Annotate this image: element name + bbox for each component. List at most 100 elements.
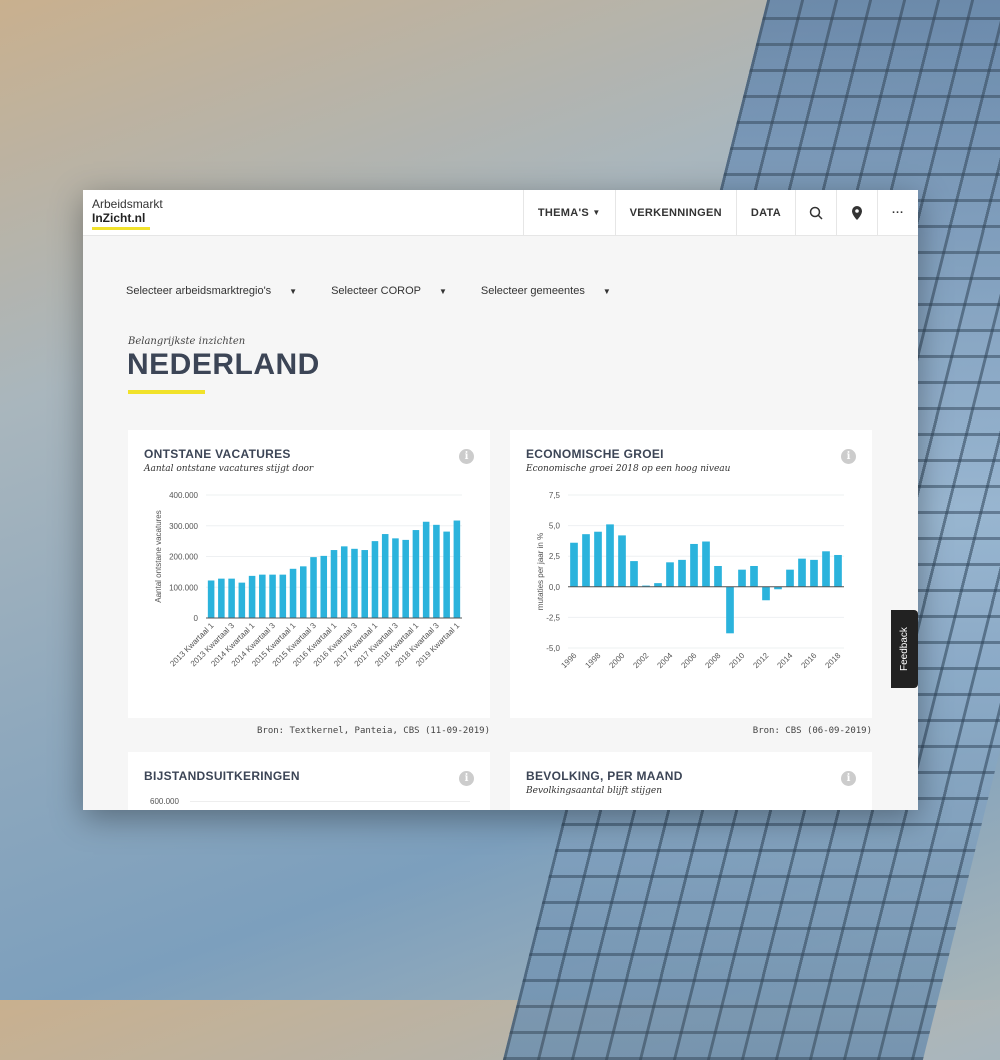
bar — [300, 566, 307, 618]
bar — [570, 542, 578, 587]
y-axis-label: mutaties per jaar in % — [536, 533, 545, 610]
bar — [392, 538, 399, 618]
bar — [402, 539, 409, 618]
bar — [594, 531, 602, 587]
card-source: Bron: CBS (06-09-2019) — [752, 726, 872, 736]
x-tick: 2016 — [799, 651, 818, 670]
x-tick: 2002 — [631, 651, 650, 670]
more-icon[interactable]: ··· — [877, 190, 918, 235]
bar — [834, 554, 842, 587]
nav-themas-label: THEMA'S — [537, 206, 590, 219]
x-tick: 2018 — [823, 651, 842, 670]
y-tick: 0,0 — [549, 583, 561, 592]
bar — [822, 551, 830, 587]
y-tick: 100.000 — [169, 583, 198, 592]
bar — [412, 530, 420, 618]
filter-label: Selecteer gemeentes — [480, 285, 585, 297]
filter-arbeidsmarktregio[interactable]: Selecteer arbeidsmarktregio's ▼ — [126, 285, 297, 297]
logo-line2: InZicht.nl — [92, 211, 146, 225]
caret-down-icon: ▼ — [289, 287, 298, 296]
x-tick: 1998 — [583, 651, 602, 670]
bar — [433, 524, 440, 618]
card-bevolking: BEVOLKING, PER MAAND Bevolkingsaantal bl… — [510, 752, 872, 810]
bar — [453, 520, 461, 618]
bar — [762, 586, 770, 601]
bar — [786, 569, 794, 587]
x-tick: 2008 — [703, 651, 722, 670]
info-icon[interactable]: i — [841, 771, 856, 786]
y-tick: 0 — [194, 614, 199, 623]
y-tick: -2,5 — [546, 613, 560, 622]
y-tick: 5,0 — [549, 522, 561, 531]
bar — [810, 559, 818, 587]
chart-economische-groei: -5,0 -2,5 0,0 2,5 5,0 7,5 mutaties per jaar in… — [536, 491, 844, 670]
search-icon[interactable] — [795, 190, 836, 235]
bar — [340, 546, 348, 618]
y-tick: 300.000 — [169, 522, 198, 531]
card-bijstand: BIJSTANDSUITKERINGEN i 600.000 — [128, 752, 490, 810]
nav-data[interactable]: DATA — [735, 190, 795, 235]
bar — [443, 531, 450, 618]
card-title: BIJSTANDSUITKERINGEN — [144, 769, 300, 783]
bar — [798, 558, 806, 587]
bar — [248, 575, 256, 618]
filter-label: Selecteer arbeidsmarktregio's — [126, 285, 272, 297]
bar — [654, 583, 662, 587]
location-pin-icon[interactable] — [836, 190, 877, 235]
info-icon[interactable]: i — [459, 449, 474, 464]
bar — [750, 565, 758, 587]
filter-gemeentes[interactable]: Selecteer gemeentes ▼ — [481, 285, 611, 297]
x-tick: 1996 — [559, 651, 578, 670]
bar — [738, 569, 746, 587]
bar — [361, 550, 368, 618]
card-title: ONTSTANE VACATURES — [144, 447, 291, 461]
info-icon[interactable]: i — [841, 449, 856, 464]
x-tick: 2006 — [679, 651, 698, 670]
bar — [207, 580, 215, 618]
info-icon[interactable]: i — [459, 771, 474, 786]
nav-verkenningen[interactable]: VERKENNINGEN — [614, 190, 736, 235]
top-nav: Arbeidsmarkt InZicht.nl THEMA'S ▼ VERKENN… — [83, 190, 918, 236]
x-tick: 2014 — [775, 651, 794, 670]
card-subtitle: Aantal ontstane vacatures stijgt door — [144, 464, 314, 474]
bar — [310, 557, 317, 618]
bar — [642, 585, 650, 587]
y-tick: 200.000 — [169, 553, 198, 562]
card-title: BEVOLKING, PER MAAND — [526, 769, 683, 783]
bar — [351, 548, 358, 618]
feedback-button[interactable]: Feedback — [891, 610, 918, 688]
bar — [702, 541, 710, 587]
page-title: NEDERLAND — [127, 348, 320, 381]
y-tick: 400.000 — [169, 491, 198, 500]
logo-line1: Arbeidsmarkt — [92, 197, 163, 211]
logo[interactable]: Arbeidsmarkt InZicht.nl — [92, 197, 163, 230]
bar — [774, 586, 782, 590]
y-tick: 2,5 — [549, 552, 561, 561]
bar — [320, 555, 328, 618]
bar — [726, 586, 734, 634]
y-tick: -5,0 — [546, 644, 560, 653]
x-tick: 2004 — [655, 651, 674, 670]
caret-down-icon: ▼ — [438, 287, 447, 296]
card-vacatures: ONTSTANE VACATURES Aantal ontstane vacat… — [128, 430, 490, 718]
x-tick: 2000 — [607, 651, 626, 670]
y-tick: 7,5 — [549, 491, 561, 500]
bar — [289, 568, 297, 618]
bar — [259, 574, 266, 618]
bar — [690, 543, 698, 587]
caret-down-icon: ▼ — [592, 208, 601, 217]
bar — [422, 521, 430, 618]
chart-vacatures: 0 100.000 200.000 300.000 400.000 Aantal onts… — [154, 491, 462, 668]
card-economische-groei: ECONOMISCHE GROEI Economische groei 2018… — [510, 430, 872, 718]
card-title: ECONOMISCHE GROEI — [526, 447, 664, 461]
x-tick: 2010 — [727, 651, 746, 670]
bar — [330, 550, 338, 618]
bar — [714, 565, 722, 587]
caret-down-icon: ▼ — [602, 287, 611, 296]
gridline — [190, 801, 470, 802]
title-underline — [128, 390, 205, 394]
filter-corop[interactable]: Selecteer COROP ▼ — [331, 285, 447, 297]
bar — [666, 562, 674, 587]
nav-themas[interactable]: THEMA'S ▼ — [522, 190, 615, 235]
browser-window: Arbeidsmarkt InZicht.nl THEMA'S ▼ VERKENN… — [83, 190, 918, 810]
